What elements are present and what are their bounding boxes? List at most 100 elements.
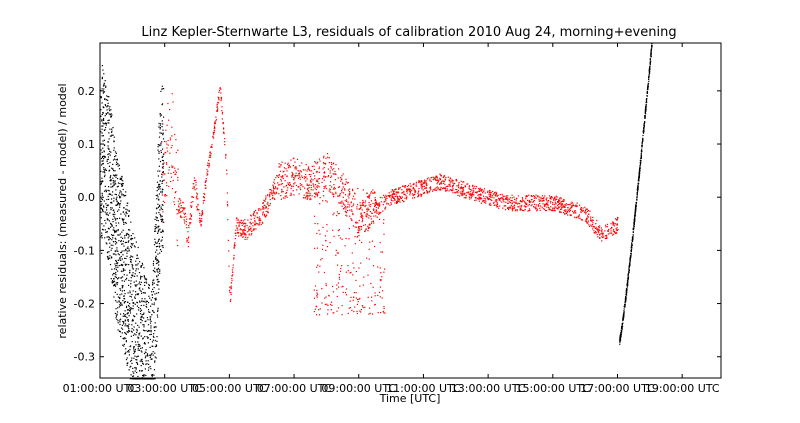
red-data-point (178, 198, 180, 200)
red-data-point (567, 204, 569, 206)
black-data-point (149, 354, 151, 356)
black-data-point (109, 154, 111, 156)
red-data-point (165, 182, 168, 184)
red-data-point (306, 191, 308, 193)
red-data-point (535, 206, 537, 208)
black-data-point (138, 272, 141, 274)
red-data-point (471, 193, 473, 195)
red-data-point (426, 190, 428, 192)
black-data-point (120, 191, 122, 193)
red-data-point (189, 223, 191, 225)
red-data-point (290, 192, 292, 194)
red-data-point (495, 195, 497, 197)
red-data-point (214, 122, 216, 124)
black-data-point (115, 267, 117, 269)
red-data-point (165, 151, 167, 154)
red-data-point (372, 189, 374, 191)
red-data-point (262, 212, 264, 214)
red-data-point (469, 193, 471, 195)
red-data-point (174, 173, 176, 175)
red-data-point (224, 144, 226, 146)
red-data-point (189, 222, 191, 224)
red-data-point (247, 227, 249, 229)
black-data-point (104, 229, 106, 231)
black-data-point (634, 213, 636, 215)
black-data-point (111, 268, 113, 270)
black-data-point (136, 313, 138, 315)
black-data-point (126, 364, 128, 366)
black-data-point (131, 266, 133, 268)
black-data-point (156, 336, 158, 338)
black-data-point (117, 296, 119, 298)
black-data-point (640, 151, 642, 153)
red-data-point (437, 180, 439, 182)
red-data-point (249, 229, 251, 231)
red-data-point (468, 187, 470, 189)
black-data-point (141, 292, 143, 294)
red-data-point (615, 228, 617, 230)
red-data-point (501, 193, 503, 195)
red-data-point (375, 201, 377, 204)
red-data-point (519, 200, 521, 202)
black-data-point (126, 331, 128, 333)
red-data-point (511, 208, 514, 210)
black-data-point (103, 88, 105, 90)
red-data-point (309, 194, 311, 196)
black-data-point (116, 265, 118, 267)
black-data-point (119, 288, 121, 290)
black-data-point (148, 284, 150, 287)
red-data-point (522, 199, 524, 202)
black-data-point (650, 50, 652, 52)
red-data-point (401, 189, 403, 191)
black-data-point (151, 345, 153, 347)
black-data-point (147, 337, 149, 339)
red-data-point (222, 123, 224, 125)
red-data-point (478, 197, 480, 199)
red-data-point (529, 201, 531, 204)
black-data-point (638, 174, 640, 176)
red-data-point (196, 206, 198, 208)
black-data-point (103, 82, 105, 84)
red-data-point (384, 207, 386, 209)
red-data-point (333, 173, 335, 175)
red-data-point (286, 189, 288, 191)
red-data-point (198, 209, 200, 211)
red-data-point (238, 235, 240, 237)
red-data-point (534, 207, 536, 209)
red-data-point (374, 192, 376, 194)
red-data-point (348, 238, 350, 240)
red-data-point (267, 203, 269, 205)
red-data-point (601, 229, 603, 231)
red-data-point (534, 196, 536, 198)
red-data-point (366, 208, 368, 210)
black-data-point (633, 221, 635, 224)
black-data-point (116, 218, 118, 220)
black-data-point (643, 125, 645, 127)
black-data-point (632, 236, 634, 238)
y-tick-label: 0.0 (78, 191, 96, 204)
red-data-point (406, 188, 408, 190)
black-data-point (162, 246, 164, 249)
red-data-point (503, 201, 505, 203)
black-data-point (137, 294, 139, 296)
red-data-point (323, 176, 325, 178)
red-data-point (267, 201, 269, 203)
red-data-point (331, 186, 333, 188)
red-data-point (553, 207, 556, 210)
black-data-point (150, 327, 152, 329)
red-data-point (564, 209, 566, 211)
black-data-point (116, 204, 118, 206)
black-data-point (101, 223, 103, 225)
black-data-point (143, 353, 146, 355)
red-data-point (187, 231, 189, 233)
red-data-point (380, 201, 382, 203)
red-data-point (297, 186, 299, 188)
black-data-point (130, 307, 132, 309)
black-data-point (622, 320, 624, 322)
red-data-point (499, 193, 501, 196)
black-data-point (133, 352, 135, 355)
red-data-point (534, 203, 536, 205)
black-data-point (127, 233, 129, 235)
red-data-point (214, 123, 216, 125)
